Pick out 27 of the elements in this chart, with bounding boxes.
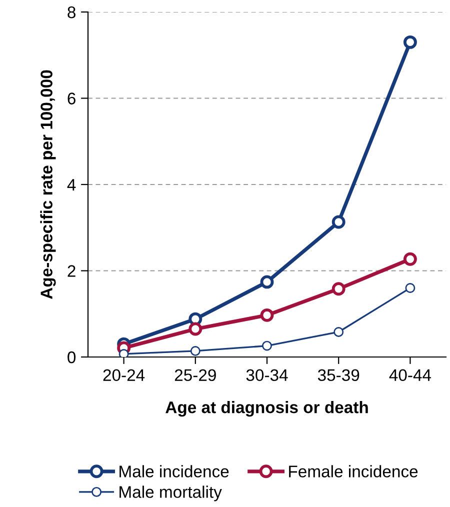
legend-label: Female incidence [289,465,418,478]
point [403,35,417,49]
x-tick-label: 25-29 [174,369,216,382]
point [262,340,272,351]
y-tick-label: 8 [68,6,76,18]
point [260,275,274,289]
y-tick-label: 0 [68,351,76,364]
point [332,282,346,296]
point [403,252,417,266]
legend-label: Male incidence [120,465,229,478]
y-tick-label: 6 [68,92,76,104]
point [118,349,129,357]
x-tick-label: 20-24 [103,369,145,382]
point [260,308,274,322]
y-tick-label: 4 [67,179,76,191]
y-tick-label: 2 [68,265,76,277]
legend-label: Male mortality [120,486,222,502]
x-tick-label: 35-39 [318,369,360,382]
x-axis-title: Age at diagnosis or death [166,401,368,417]
x-tick-label: 40-44 [389,369,432,382]
point [188,322,202,336]
point [334,327,344,337]
point [332,215,346,229]
point [405,283,416,293]
x-tick-label: 30-34 [246,369,288,382]
point [190,346,200,356]
y-axis-title: Age-specific rate per 100,000 [40,70,56,299]
